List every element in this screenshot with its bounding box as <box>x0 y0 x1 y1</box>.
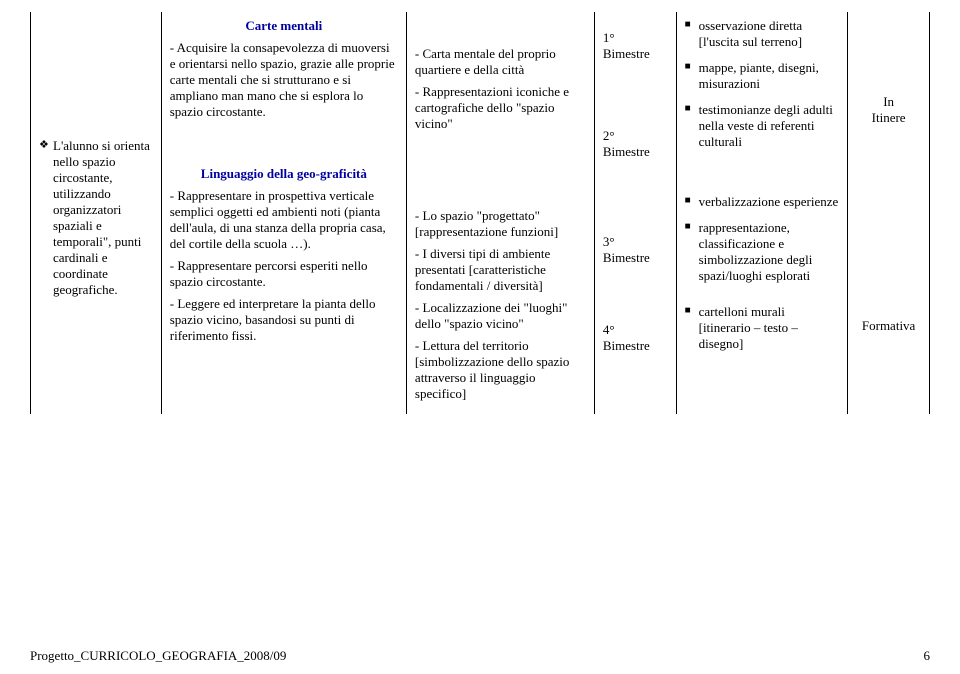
square-bullet: ■ <box>685 102 699 150</box>
cell-skills: Carte mentali - Acquisire la consapevole… <box>161 12 406 414</box>
method-3: testimonianze degli adulti nella veste d… <box>699 102 840 150</box>
bim3a: 3° <box>603 234 668 250</box>
footer-page-number: 6 <box>924 648 931 664</box>
bim2b: Bimestre <box>603 144 668 160</box>
skills-title-2: Linguaggio della geo-graficità <box>170 166 398 182</box>
content-p2: - Rappresentazioni iconiche e cartografi… <box>415 84 586 132</box>
square-bullet: ■ <box>685 220 699 284</box>
skills-p4: - Leggere ed interpretare la pianta dell… <box>170 296 398 344</box>
square-bullet: ■ <box>685 304 699 352</box>
content-p1: - Carta mentale del proprio quartiere e … <box>415 46 586 78</box>
skills-p2: - Rappresentare in prospettiva verticale… <box>170 188 398 252</box>
diamond-bullet: ❖ <box>39 138 53 298</box>
skills-p3: - Rappresentare percorsi esperiti nello … <box>170 258 398 290</box>
method-2: mappe, piante, disegni, misurazioni <box>699 60 840 92</box>
cell-objective: ❖ L'alunno si orienta nello spazio circo… <box>31 12 162 414</box>
bim1b: Bimestre <box>603 46 668 62</box>
square-bullet: ■ <box>685 194 699 210</box>
content-p3: - Lo spazio "progettato" [rappresentazio… <box>415 208 586 240</box>
cell-methods: ■osservazione diretta [l'uscita sul terr… <box>676 12 848 414</box>
cell-content: - Carta mentale del proprio quartiere e … <box>406 12 594 414</box>
bim4b: Bimestre <box>603 338 668 354</box>
page-content: ❖ L'alunno si orienta nello spazio circo… <box>0 0 960 414</box>
content-p6: - Lettura del territorio [simbolizzazion… <box>415 338 586 402</box>
content-p4: - I diversi tipi di ambiente presentati … <box>415 246 586 294</box>
square-bullet: ■ <box>685 18 699 50</box>
assess-1: In <box>856 94 921 110</box>
bim3b: Bimestre <box>603 250 668 266</box>
objective-text: L'alunno si orienta nello spazio circost… <box>53 138 153 298</box>
cell-timing: 1° Bimestre 2° Bimestre 3° Bimestre 4° B… <box>594 12 676 414</box>
cell-assessment: In Itinere Formativa <box>848 12 930 414</box>
skills-title-1: Carte mentali <box>170 18 398 34</box>
assess-3: Formativa <box>856 318 921 334</box>
page-footer: Progetto_CURRICOLO_GEOGRAFIA_2008/09 6 <box>30 648 930 664</box>
method-1: osservazione diretta [l'uscita sul terre… <box>699 18 840 50</box>
bim4a: 4° <box>603 322 668 338</box>
method-4: verbalizzazione esperienze <box>699 194 839 210</box>
skills-p1: - Acquisire la consapevolezza di muovers… <box>170 40 398 120</box>
curriculum-table: ❖ L'alunno si orienta nello spazio circo… <box>30 12 930 414</box>
method-6: cartelloni murali [itinerario – testo – … <box>699 304 840 352</box>
method-5: rappresentazione, classificazione e simb… <box>699 220 840 284</box>
bim1a: 1° <box>603 30 668 46</box>
content-p5: - Localizzazione dei "luoghi" dello "spa… <box>415 300 586 332</box>
bim2a: 2° <box>603 128 668 144</box>
square-bullet: ■ <box>685 60 699 92</box>
assess-2: Itinere <box>856 110 921 126</box>
footer-left: Progetto_CURRICOLO_GEOGRAFIA_2008/09 <box>30 648 286 664</box>
